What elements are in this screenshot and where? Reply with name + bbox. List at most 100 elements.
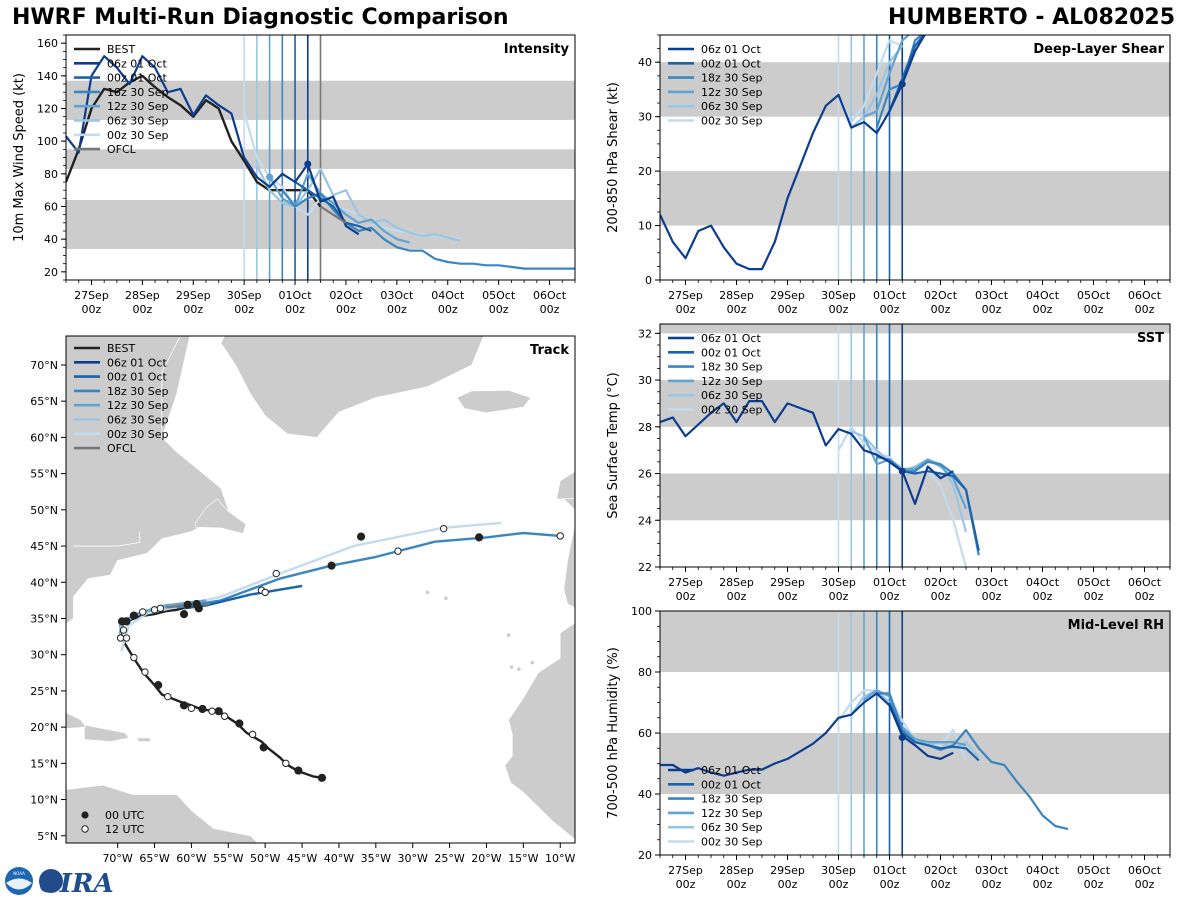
track-point-00utc xyxy=(317,773,327,782)
sst-legend-label: 00z 01 Oct xyxy=(701,346,761,359)
sst-xtick-label-day: 27Sep xyxy=(668,576,703,589)
ireland-land xyxy=(556,471,575,500)
shear-xtick-label-hour: 00z xyxy=(727,303,747,316)
intensity-series-06z-30-sep xyxy=(255,165,461,242)
track-point-12utc xyxy=(261,588,269,597)
track-ytick-label: 50°N xyxy=(30,504,58,517)
track-point-12utc xyxy=(119,626,128,634)
track-legend-label: 06z 30 Sep xyxy=(107,414,169,427)
intensity-xtick-label-day: 29Sep xyxy=(176,289,211,302)
intensity-legend-label: 18z 30 Sep xyxy=(107,86,169,99)
track-point-12utc xyxy=(141,668,149,676)
intensity-xtick-label-day: 04Oct xyxy=(431,289,465,302)
track-panel: 70°W 65°W 60°W 55°W 50°W 45°W 40°W 35°W 30°W 25°W… xyxy=(30,335,576,865)
rh-legend-label: 06z 01 Oct xyxy=(701,764,761,777)
track-xtick-label: 70°W xyxy=(102,852,132,865)
shear-xtick-label-day: 29Sep xyxy=(770,289,805,302)
sst-ylabel: Sea Surface Temp (°C) xyxy=(606,372,621,519)
intensity-xtick-label-day: 28Sep xyxy=(125,289,160,302)
track-point-12utc xyxy=(248,730,257,739)
sst-xtick-label-hour: 00z xyxy=(982,590,1002,603)
intensity-xtick-label-hour: 00z xyxy=(183,303,203,316)
island-5 xyxy=(506,633,511,637)
rh-xtick-label-day: 05Oct xyxy=(1077,864,1111,877)
sst-series-06z-01-oct xyxy=(660,400,954,505)
shear-band-1 xyxy=(660,62,1170,117)
track-point-12utc xyxy=(208,707,216,715)
rh-xtick-label-hour: 00z xyxy=(982,878,1002,891)
rh-xtick-label-hour: 00z xyxy=(676,878,696,891)
rh-ylabel: 700-500 hPa Humidity (%) xyxy=(606,647,621,819)
track-ytick-label: 45°N xyxy=(30,540,58,553)
track-series-00z-30-sep xyxy=(120,521,502,652)
sst-ytick-label: 24 xyxy=(638,514,652,527)
shear-xtick-label-hour: 00z xyxy=(931,303,951,316)
intensity-xtick-label-day: 02Oct xyxy=(329,289,363,302)
sst-xtick-label-day: 02Oct xyxy=(924,576,958,589)
island-3 xyxy=(444,596,448,600)
island-0 xyxy=(517,667,521,671)
intensity-ytick-label: 40 xyxy=(44,233,58,246)
legend-12utc-marker xyxy=(81,825,89,833)
shear-ytick-label: 0 xyxy=(645,274,652,287)
shear-marker-0 xyxy=(898,80,906,88)
sst-panel-title: SST xyxy=(1137,331,1164,346)
track-point-00utc xyxy=(198,704,207,714)
rh-xtick-label-hour: 00z xyxy=(931,878,951,891)
shear-legend-label: 00z 01 Oct xyxy=(701,57,761,70)
track-point-00utc xyxy=(129,611,138,620)
shear-xtick-label-day: 03Oct xyxy=(975,289,1009,302)
rh-series-18z-30-sep xyxy=(876,692,1069,831)
track-xtick-label: 20°W xyxy=(471,852,501,865)
rh-xtick-label-day: 04Oct xyxy=(1026,864,1060,877)
track-legend-label: 06z 01 Oct xyxy=(107,356,167,369)
intensity-xtick-label-hour: 00z xyxy=(336,303,356,316)
track-point-00utc xyxy=(192,599,201,609)
track-point-00utc xyxy=(235,719,244,728)
track-ytick-label: 70°N xyxy=(30,359,58,372)
intensity-marker-1 xyxy=(266,173,274,181)
globe-icon xyxy=(39,869,63,893)
track-ytick-label: 25°N xyxy=(30,685,58,698)
sst-legend-label: 06z 30 Sep xyxy=(701,389,763,402)
shear-xtick-label-hour: 00z xyxy=(1033,303,1053,316)
sst-ytick-label: 26 xyxy=(638,468,652,481)
shear-series-00z-30-sep xyxy=(837,39,903,124)
sst-xtick-label-day: 01Oct xyxy=(873,576,907,589)
sst-xtick-label-day: 05Oct xyxy=(1077,576,1111,589)
iceland-land xyxy=(456,389,532,414)
intensity-xtick-label-hour: 00z xyxy=(234,303,254,316)
track-xtick-label: 25°W xyxy=(434,852,464,865)
shear-legend-label: 06z 30 Sep xyxy=(701,100,763,113)
island-2 xyxy=(530,660,535,665)
track-point-00utc xyxy=(475,533,484,542)
shear-series-12z-30-sep xyxy=(863,35,911,118)
track-point-00utc xyxy=(179,610,189,619)
hispaniola-land xyxy=(84,724,130,742)
intensity-series-06z-01-oct xyxy=(66,55,360,236)
track-xtick-label: 35°W xyxy=(361,852,391,865)
intensity-ytick-label: 60 xyxy=(44,201,58,214)
intensity-xtick-label-hour: 00z xyxy=(387,303,407,316)
track-xtick-label: 50°W xyxy=(250,852,280,865)
rh-xtick-label-hour: 00z xyxy=(880,878,900,891)
sst-ytick-label: 32 xyxy=(638,327,652,340)
shear-xtick-label-hour: 00z xyxy=(982,303,1002,316)
intensity-ylabel: 10m Max Wind Speed (kt) xyxy=(12,73,27,242)
legend-00utc-marker xyxy=(81,811,89,819)
sst-band-1 xyxy=(660,380,1170,427)
track-xtick-label: 40°W xyxy=(324,852,354,865)
rh-xtick-label-day: 06Oct xyxy=(1128,864,1162,877)
intensity-xtick-label-hour: 00z xyxy=(132,303,152,316)
shear-band-0 xyxy=(660,171,1170,226)
track-point-12utc xyxy=(130,653,138,662)
rh-xtick-label-hour: 00z xyxy=(778,878,798,891)
storm-title: HUMBERTO - AL082025 xyxy=(888,5,1175,30)
shear-series-00z-01-oct xyxy=(888,35,925,112)
shear-ylabel: 200-850 hPa Shear (kt) xyxy=(606,82,621,233)
rh-xtick-label-hour: 00z xyxy=(727,878,747,891)
sst-xtick-label-hour: 00z xyxy=(1084,590,1104,603)
track-plot-area xyxy=(66,336,575,843)
